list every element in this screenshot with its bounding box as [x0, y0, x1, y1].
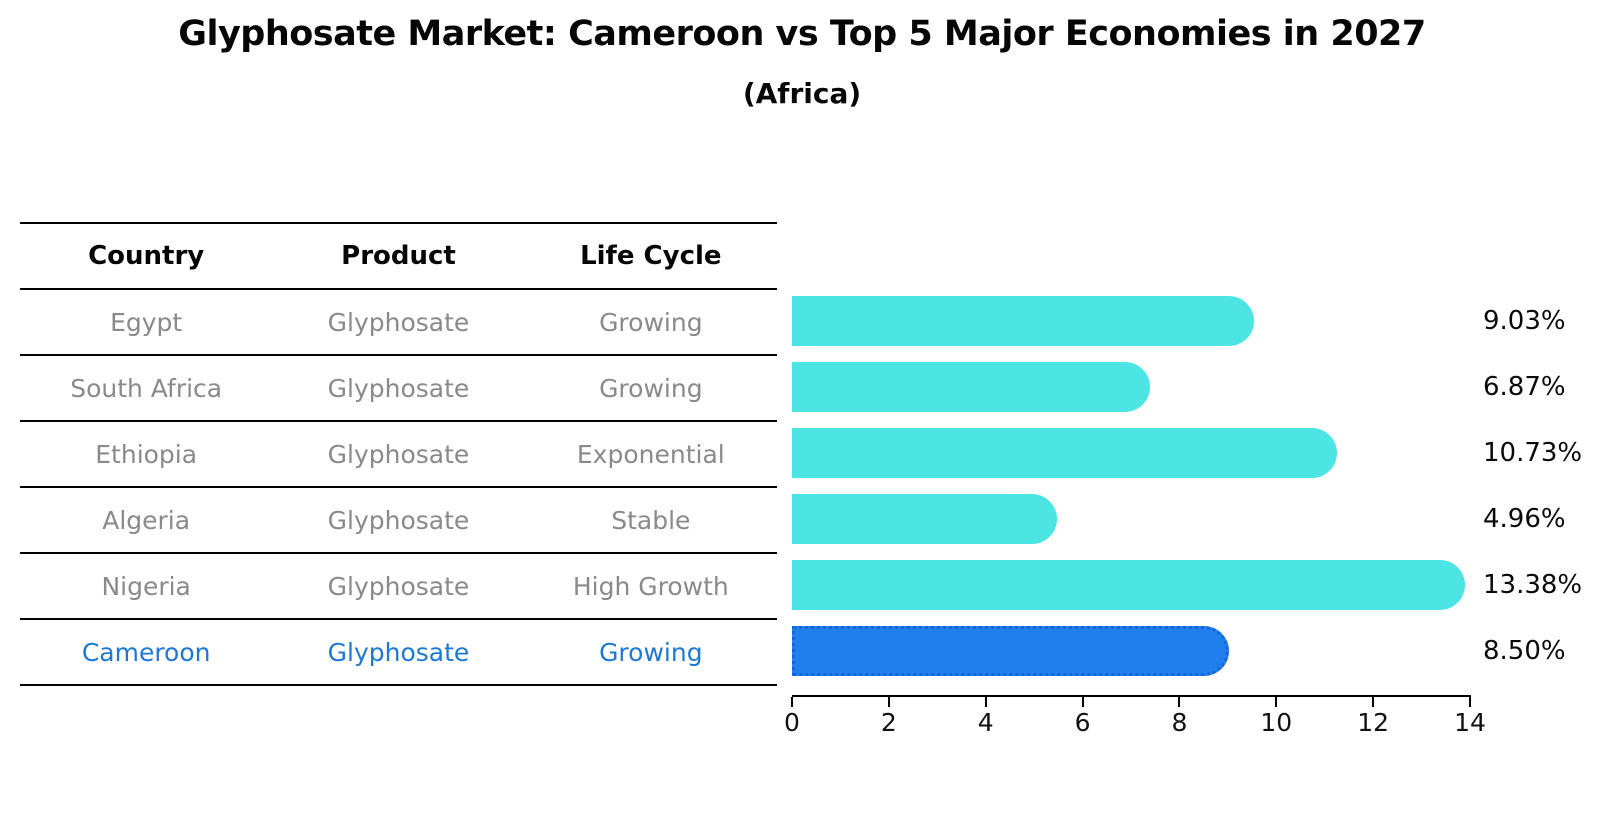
- x-axis-tick-label: 2: [880, 708, 897, 737]
- cell-country: Egypt: [110, 307, 183, 337]
- cell-product: Glyphosate: [327, 637, 470, 667]
- cell-product: Glyphosate: [327, 373, 470, 403]
- x-axis-tick-label: 4: [977, 708, 994, 737]
- x-axis-tick: [1469, 697, 1471, 707]
- bar-algeria: [792, 494, 1057, 544]
- table-row-south-africa: South Africa Glyphosate Growing: [20, 356, 777, 422]
- x-axis-tick-label: 8: [1171, 708, 1188, 737]
- x-axis-tick: [887, 697, 890, 707]
- cell-lifecycle: Growing: [599, 307, 703, 337]
- chart-title: Glyphosate Market: Cameroon vs Top 5 Maj…: [178, 14, 1426, 54]
- cell-lifecycle: High Growth: [572, 571, 729, 601]
- cell-country: Nigeria: [101, 571, 191, 601]
- cell-lifecycle: Stable: [611, 505, 691, 535]
- cell-lifecycle: Growing: [599, 637, 703, 667]
- cell-country: Algeria: [102, 505, 191, 535]
- x-axis-tick-label: 0: [784, 708, 800, 737]
- x-axis-tick-label: 6: [1074, 708, 1091, 737]
- table-header-row: Country Product Life Cycle: [20, 224, 777, 290]
- cell-product: Glyphosate: [327, 307, 470, 337]
- table-row-nigeria: Nigeria Glyphosate High Growth: [20, 554, 777, 620]
- x-axis-tick: [1372, 697, 1375, 707]
- bar-value-label-egypt: 9.03%: [1483, 306, 1566, 336]
- bar-value-label-algeria: 4.96%: [1483, 504, 1566, 534]
- x-axis-line: [792, 695, 1471, 697]
- table-row-algeria: Algeria Glyphosate Stable: [20, 488, 777, 554]
- bar-nigeria: [792, 560, 1465, 610]
- bar-value-label-ethiopia: 10.73%: [1483, 438, 1583, 468]
- cell-product: Glyphosate: [327, 571, 470, 601]
- bar-value-label-south-africa: 6.87%: [1483, 372, 1566, 402]
- bar-value-label-cameroon: 8.50%: [1483, 636, 1566, 666]
- cell-product: Glyphosate: [327, 439, 470, 469]
- x-axis-tick: [1081, 697, 1084, 707]
- x-axis-tick-label: 10: [1260, 708, 1293, 737]
- x-axis-tick: [1275, 697, 1278, 707]
- table-row-cameroon: Cameroon Glyphosate Growing: [20, 620, 777, 686]
- bar-cameroon: [792, 626, 1229, 676]
- chart-subtitle: (Africa): [742, 77, 862, 110]
- x-axis-tick: [1178, 697, 1181, 707]
- column-header-lifecycle: Life Cycle: [580, 241, 722, 271]
- cell-country: Cameroon: [81, 637, 211, 667]
- column-header-product: Product: [341, 241, 456, 271]
- table-row-egypt: Egypt Glyphosate Growing: [20, 290, 777, 356]
- column-header-country: Country: [88, 241, 205, 271]
- cell-country: South Africa: [70, 373, 223, 403]
- cell-product: Glyphosate: [327, 505, 470, 535]
- x-axis-tick: [984, 697, 987, 707]
- country-info-table: Country Product Life Cycle Egypt Glyphos…: [20, 222, 777, 686]
- cell-country: Ethiopia: [95, 439, 198, 469]
- x-axis-tick-label: 12: [1357, 708, 1390, 737]
- cell-lifecycle: Exponential: [576, 439, 725, 469]
- x-axis-tick: [791, 697, 793, 707]
- table-row-ethiopia: Ethiopia Glyphosate Exponential: [20, 422, 777, 488]
- bar-value-label-nigeria: 13.38%: [1483, 570, 1583, 600]
- cell-lifecycle: Growing: [599, 373, 703, 403]
- bar-south-africa: [792, 362, 1150, 412]
- bar-ethiopia: [792, 428, 1337, 478]
- bar-egypt: [792, 296, 1254, 346]
- x-axis-tick-label: 14: [1454, 708, 1486, 737]
